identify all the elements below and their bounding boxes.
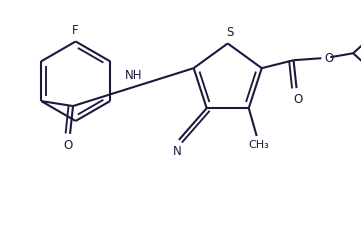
Text: O: O [63,139,73,152]
Text: N: N [172,145,181,158]
Text: O: O [293,93,302,106]
Text: O: O [324,52,334,65]
Text: S: S [226,27,233,39]
Text: F: F [72,25,79,38]
Text: NH: NH [125,69,142,82]
Text: CH₃: CH₃ [248,140,269,150]
